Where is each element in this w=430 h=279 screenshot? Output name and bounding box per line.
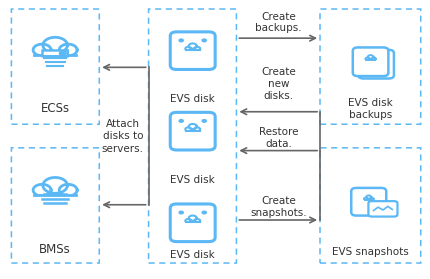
Text: ECSs: ECSs <box>40 102 70 116</box>
FancyBboxPatch shape <box>170 112 215 150</box>
Circle shape <box>59 51 66 56</box>
FancyBboxPatch shape <box>351 188 386 216</box>
Polygon shape <box>372 57 376 60</box>
Text: Attach
disks to
servers.: Attach disks to servers. <box>102 119 144 153</box>
Polygon shape <box>33 44 51 56</box>
Text: Restore
data.: Restore data. <box>259 127 298 149</box>
Bar <box>183 131 202 134</box>
Polygon shape <box>59 44 77 56</box>
Polygon shape <box>194 127 200 131</box>
Circle shape <box>202 39 206 42</box>
FancyBboxPatch shape <box>358 50 394 78</box>
Polygon shape <box>43 177 68 193</box>
Polygon shape <box>189 124 197 129</box>
Polygon shape <box>185 47 191 51</box>
Polygon shape <box>189 216 197 221</box>
Bar <box>183 50 202 54</box>
Text: Create
snapshots.: Create snapshots. <box>250 196 307 218</box>
FancyBboxPatch shape <box>170 204 215 242</box>
Polygon shape <box>33 184 51 196</box>
Polygon shape <box>59 184 77 196</box>
Polygon shape <box>194 219 200 223</box>
Polygon shape <box>366 196 372 199</box>
Polygon shape <box>368 55 373 59</box>
Polygon shape <box>370 198 374 200</box>
Polygon shape <box>194 47 200 51</box>
Polygon shape <box>364 198 368 200</box>
Text: BMSs: BMSs <box>39 243 71 256</box>
Text: Create
backups.: Create backups. <box>255 12 302 33</box>
Text: EVS disk: EVS disk <box>170 250 215 260</box>
Text: EVS snapshots: EVS snapshots <box>332 247 409 257</box>
Polygon shape <box>185 127 191 131</box>
Polygon shape <box>185 219 191 223</box>
Bar <box>27 55 83 62</box>
Circle shape <box>179 39 183 42</box>
Bar <box>183 222 202 226</box>
FancyBboxPatch shape <box>43 50 68 56</box>
FancyBboxPatch shape <box>353 47 388 76</box>
Polygon shape <box>43 37 68 53</box>
Text: EVS disk: EVS disk <box>170 94 215 104</box>
Circle shape <box>179 211 183 214</box>
Circle shape <box>202 211 206 214</box>
Text: EVS disk: EVS disk <box>170 175 215 185</box>
Circle shape <box>202 120 206 122</box>
Bar <box>362 200 375 202</box>
FancyBboxPatch shape <box>170 32 215 69</box>
Bar <box>27 195 83 203</box>
Text: Create
new
disks.: Create new disks. <box>261 67 296 100</box>
Circle shape <box>179 120 183 122</box>
FancyBboxPatch shape <box>369 201 397 217</box>
Polygon shape <box>366 57 369 60</box>
Bar <box>364 60 377 62</box>
Polygon shape <box>189 44 197 49</box>
Text: EVS disk
backups: EVS disk backups <box>348 98 393 120</box>
